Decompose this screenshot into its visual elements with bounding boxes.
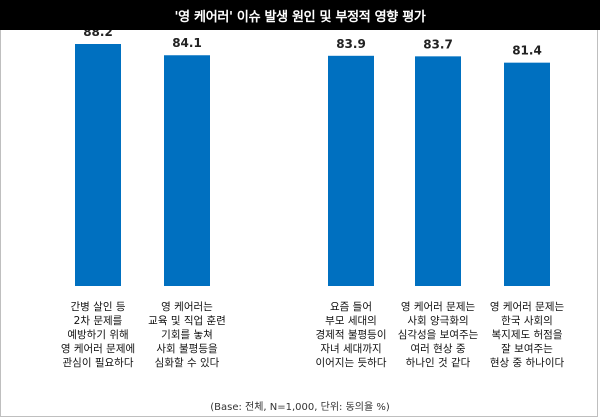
- category-label-3: 요즘 들어 부모 세대의 경제적 불평등이 자녀 세대까지 이어지는 듯하다: [316, 301, 387, 369]
- value-label-2: 84.1: [172, 36, 202, 50]
- bar-2: [164, 55, 210, 286]
- bar-1: [75, 44, 121, 286]
- category-label-5: 영 케어러 문제는 한국 사회의 복지제도 허점을 잘 보여주는 현상 중 하나이다: [490, 301, 565, 369]
- category-label-2: 영 케어러는 교육 및 직업 훈련 기회를 놓쳐 사회 불평등을 심화할 수 있다: [148, 301, 226, 369]
- bar-5: [504, 62, 550, 287]
- chart-frame: [0, 30, 598, 417]
- value-label-3: 83.9: [336, 37, 366, 51]
- value-label-5: 81.4: [512, 44, 542, 58]
- value-label-4: 83.7: [423, 37, 453, 51]
- value-label-1: 88.2: [83, 30, 113, 39]
- category-label-1: 간병 살인 등 2차 문제를 예방하기 위해 영 케어러 문제에 관심이 필요하다: [61, 301, 135, 369]
- base-note: (Base: 전체, N=1,000, 단위: 동의율 %): [210, 402, 390, 413]
- category-label-4: 영 케어러 문제는 사회 양극화의 심각성을 보여주는 여러 현상 중 하나인 것 같다: [398, 301, 479, 369]
- bar-3: [328, 55, 374, 286]
- chart-title: '영 케어러' 이슈 발생 원인 및 부정적 영향 평가: [0, 0, 600, 30]
- bar-4: [415, 56, 461, 286]
- bar-chart: 88.2 간병 살인 등 2차 문제를 예방하기 위해 영 케어러 문제에 관심이 필요하…: [61, 30, 565, 369]
